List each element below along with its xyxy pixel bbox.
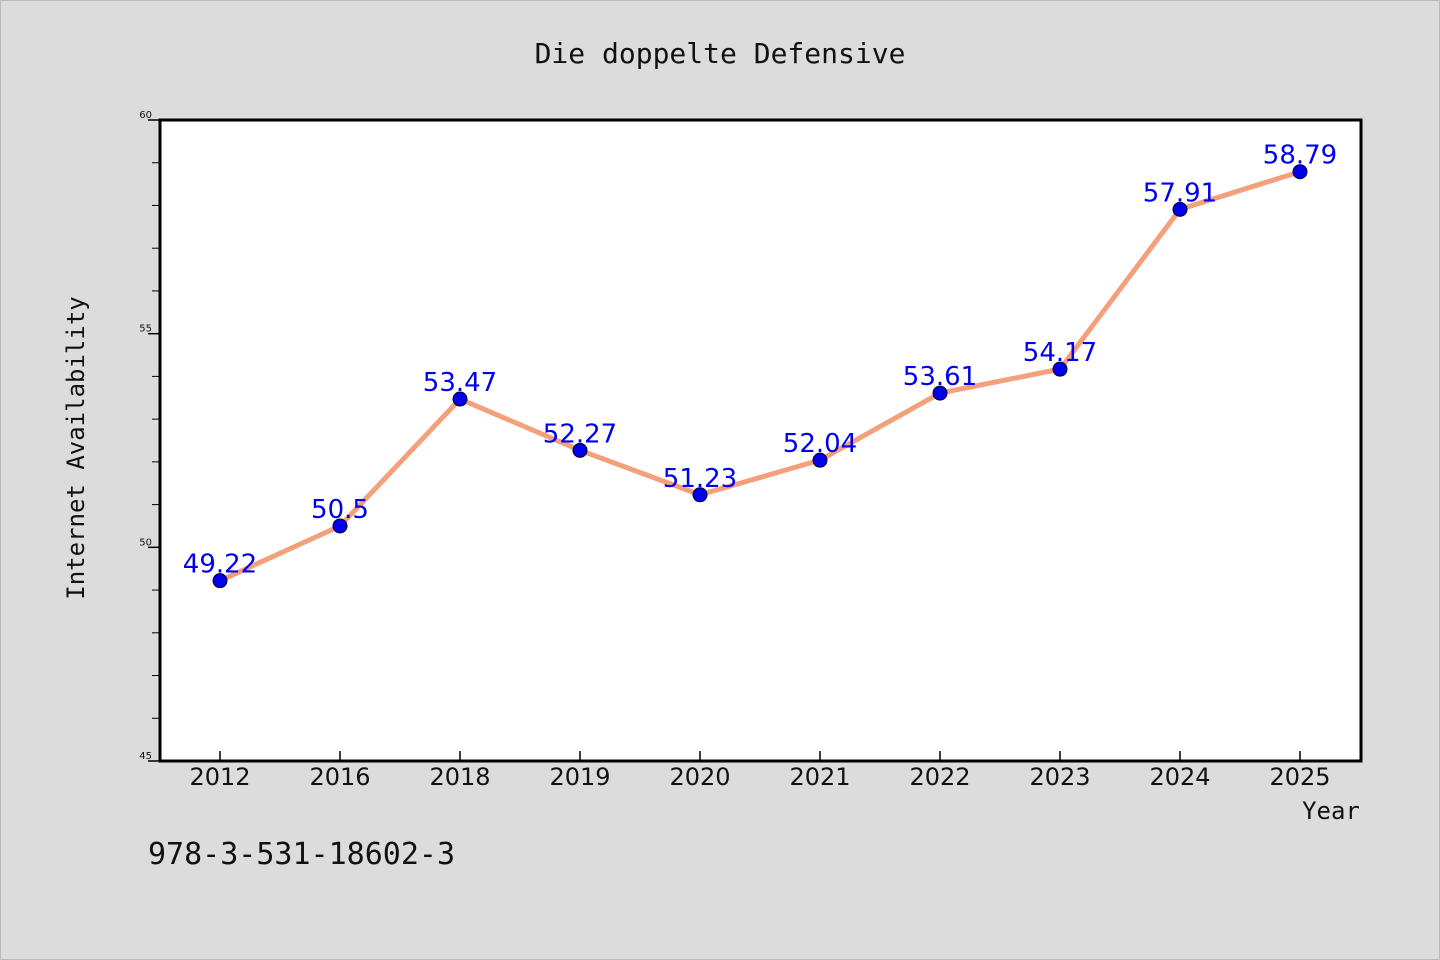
data-label: 49.22: [183, 550, 257, 580]
y-tick-label: 45: [139, 751, 152, 762]
data-label: 53.47: [423, 368, 497, 398]
data-label: 57.91: [1143, 178, 1217, 208]
data-point: [572, 442, 588, 458]
x-axis: 2012 2016 2018 2019 2020 2021 2022 2023 2024 2025: [189, 751, 1331, 791]
data-label: 58.79: [1263, 141, 1337, 171]
footer-isbn: 978-3-531-18602-3: [148, 837, 455, 872]
x-tick-label: 2022: [909, 763, 970, 791]
data-points: [212, 164, 1308, 589]
data-label: 52.27: [543, 419, 617, 449]
x-tick-label: 2020: [669, 763, 730, 791]
x-tick-label: 2024: [1149, 763, 1210, 791]
data-label: 53.61: [903, 362, 977, 392]
y-tick-label: 55: [139, 324, 152, 335]
data-point: [1292, 164, 1308, 180]
data-point: [692, 487, 708, 503]
data-point: [212, 573, 228, 589]
x-tick-label: 2023: [1029, 763, 1090, 791]
x-tick-label: 2016: [309, 763, 370, 791]
plot-area: [158, 118, 1363, 763]
x-tick-label: 2019: [549, 763, 610, 791]
data-label: 50.5: [311, 495, 369, 525]
data-label: 54.17: [1023, 338, 1097, 368]
y-axis-label: Internet Availability: [62, 296, 90, 599]
data-point: [452, 391, 468, 407]
data-point: [1172, 201, 1188, 217]
data-point: [812, 452, 828, 468]
data-point: [932, 385, 948, 401]
x-tick-label: 2021: [789, 763, 850, 791]
x-tick-label: 2025: [1269, 763, 1330, 791]
data-point: [332, 518, 348, 534]
series-line: [217, 169, 1303, 584]
x-tick-label: 2018: [429, 763, 490, 791]
data-label: 51.23: [663, 464, 737, 494]
y-tick-label: 60: [139, 110, 152, 121]
y-tick-label: 50: [139, 537, 152, 548]
chart-title: Die doppelte Defensive: [535, 37, 906, 70]
data-labels: 49.22 50.5 53.47 52.27 51.23 52.04 53.61 54.17 5…: [183, 141, 1337, 580]
data-point: [1052, 361, 1068, 377]
x-axis-label: Year: [1302, 797, 1360, 825]
x-tick-label: 2012: [189, 763, 250, 791]
y-axis: 45 50 55 60: [139, 110, 160, 762]
data-label: 52.04: [783, 429, 857, 459]
